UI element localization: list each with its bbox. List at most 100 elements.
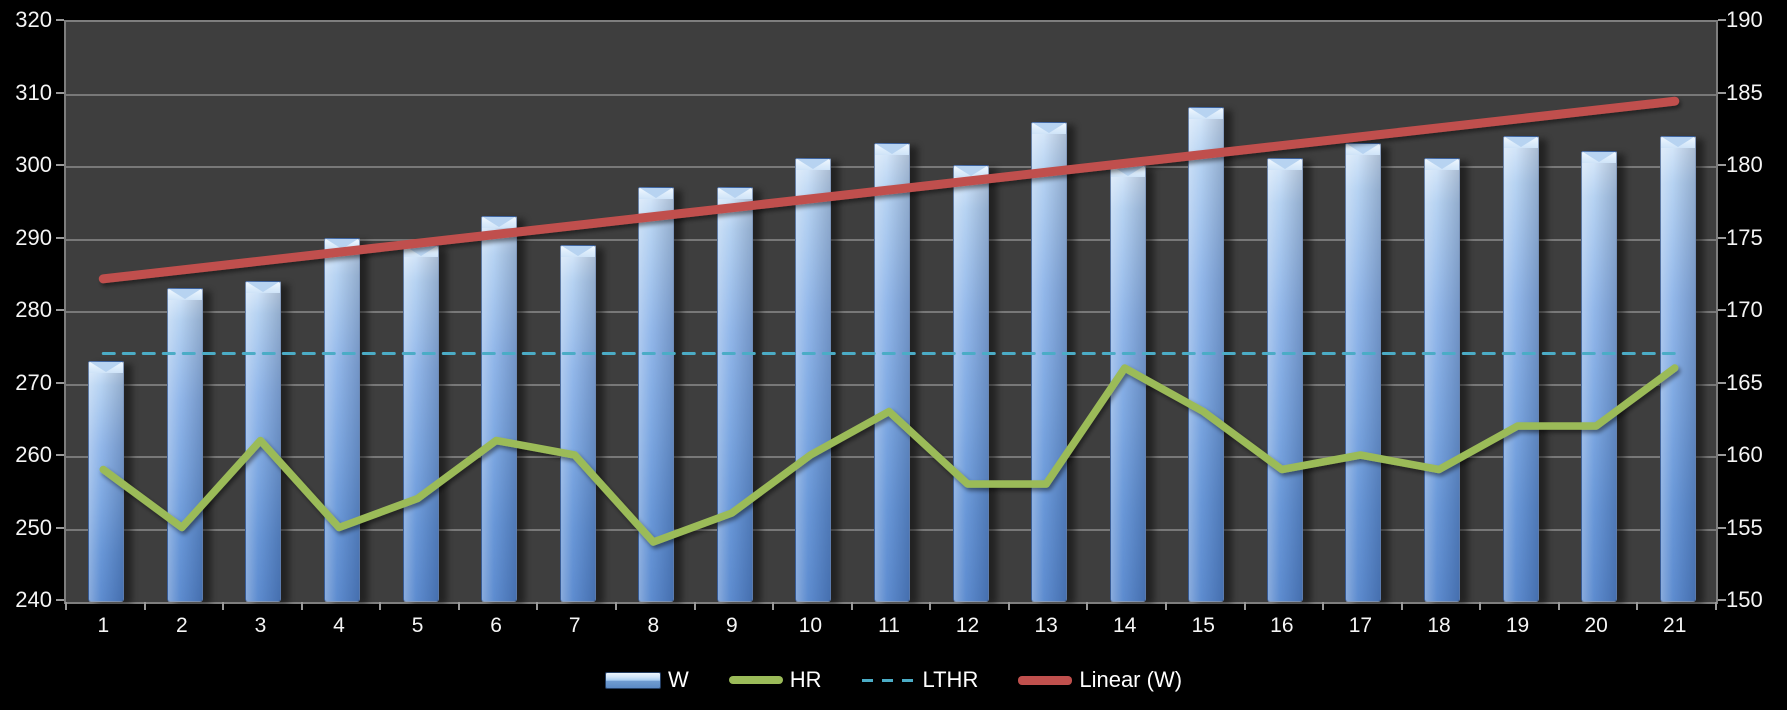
x-axis-tick-label: 14 [1113,614,1137,637]
left-axis-tick-label: 320 [15,7,52,32]
bar-w-6[interactable] [481,215,518,602]
right-axis-tick-label: 185 [1726,79,1763,105]
tick-mark [1165,602,1167,610]
x-axis-tick-label: 7 [568,614,581,637]
bar-w-8[interactable] [638,186,675,602]
x-axis-tick-label: 13 [1034,614,1058,637]
bar-w-17[interactable] [1345,143,1382,602]
tick-mark [1557,602,1560,610]
left-axis-tick-label: 270 [15,369,52,395]
bar-cap [1503,137,1538,148]
bar-cap [1660,137,1695,148]
bar-w-2[interactable] [166,288,203,602]
tick-mark [56,164,64,166]
x-axis-tick-label: 15 [1191,614,1215,637]
bar-cap [1582,151,1617,163]
trendline-swatch-icon [1018,675,1073,685]
bar-cap [482,216,517,228]
bar-w-12[interactable] [952,165,989,602]
bar-w-3[interactable] [245,281,282,602]
right-axis-tick-label: 150 [1726,587,1763,612]
bar-w-15[interactable] [1188,107,1225,602]
tick-mark [222,602,225,610]
tick-mark [1718,19,1726,21]
left-axis-tick-label: 290 [15,224,52,250]
left-axis-tick-label: 300 [15,152,52,177]
dashed-line-swatch-icon [861,678,916,682]
tick-mark [143,602,146,610]
tick-mark [1718,381,1726,384]
left-axis-tick-label: 280 [15,297,52,322]
left-axis-tick-label: 250 [15,514,52,540]
x-axis-tick-label: 6 [490,614,502,637]
right-axis-tick-label: 155 [1726,514,1763,540]
tick-mark [1715,602,1717,610]
bar-w-13[interactable] [1031,121,1068,602]
bar-cap [1110,166,1145,177]
x-axis-tick-label: 2 [176,614,188,637]
right-axis-tick-label: 175 [1726,224,1763,250]
bar-w-16[interactable] [1266,157,1303,602]
tick-mark [1322,602,1325,610]
bar-w-19[interactable] [1502,136,1539,602]
bar-cap [717,187,752,199]
legend-label: W [667,667,689,692]
tick-mark [850,602,853,610]
bar-w-10[interactable] [795,157,832,602]
bar-w-7[interactable] [559,244,596,602]
legend-item-lthr[interactable]: LTHR [861,667,979,693]
tick-mark [1718,91,1726,94]
bar-w-1[interactable] [88,360,125,602]
bar-w-9[interactable] [716,186,753,602]
tick-mark [1718,236,1726,239]
legend-label: Linear (W) [1079,667,1183,692]
plot-area[interactable] [64,20,1718,604]
x-axis-tick-label: 5 [411,614,424,637]
tick-mark [56,91,64,94]
bar-cap [1425,158,1459,170]
x-axis-tick-label: 20 [1584,614,1608,637]
tick-mark [1718,164,1726,166]
tick-mark [300,602,303,610]
bar-cap [1189,108,1224,119]
bar-w-21[interactable] [1659,136,1696,602]
x-axis-tick-label: 16 [1270,614,1294,637]
tick-mark [929,602,932,610]
gridline [66,93,1716,96]
bar-w-14[interactable] [1109,165,1146,602]
tick-mark [56,381,64,384]
tick-mark [1718,599,1726,601]
legend-label: LTHR [922,667,979,692]
tick-mark [1479,602,1482,610]
bar-w-20[interactable] [1581,150,1618,602]
tick-mark [1636,602,1639,610]
bar-cap [639,187,674,199]
bar-cap [560,245,595,257]
right-axis-tick-label: 160 [1726,442,1763,467]
bar-w-18[interactable] [1424,157,1460,602]
bar-cap [953,166,988,177]
tick-mark [1086,602,1089,610]
bar-cap [167,289,202,301]
tick-mark [56,236,64,239]
x-axis-tick-label: 10 [798,614,823,637]
x-axis-tick-label: 21 [1663,614,1687,637]
x-axis-tick-label: 18 [1427,614,1451,637]
left-axis-tick-label: 240 [15,587,52,612]
tick-mark [536,602,539,610]
legend-item-hr[interactable]: HR [728,667,822,693]
bar-cap [246,282,281,293]
tick-mark [56,19,64,21]
legend-item-linear-w[interactable]: Linear (W) [1018,667,1182,693]
tick-mark [65,602,67,610]
tick-mark [1718,526,1726,529]
tick-mark [56,526,64,529]
bar-w-4[interactable] [324,237,360,602]
legend-item-w[interactable]: W [604,667,689,693]
tick-mark [1400,602,1403,610]
bar-w-11[interactable] [874,143,910,602]
bar-cap [89,361,124,373]
bar-w-5[interactable] [402,244,439,602]
bar-cap [1032,122,1067,134]
